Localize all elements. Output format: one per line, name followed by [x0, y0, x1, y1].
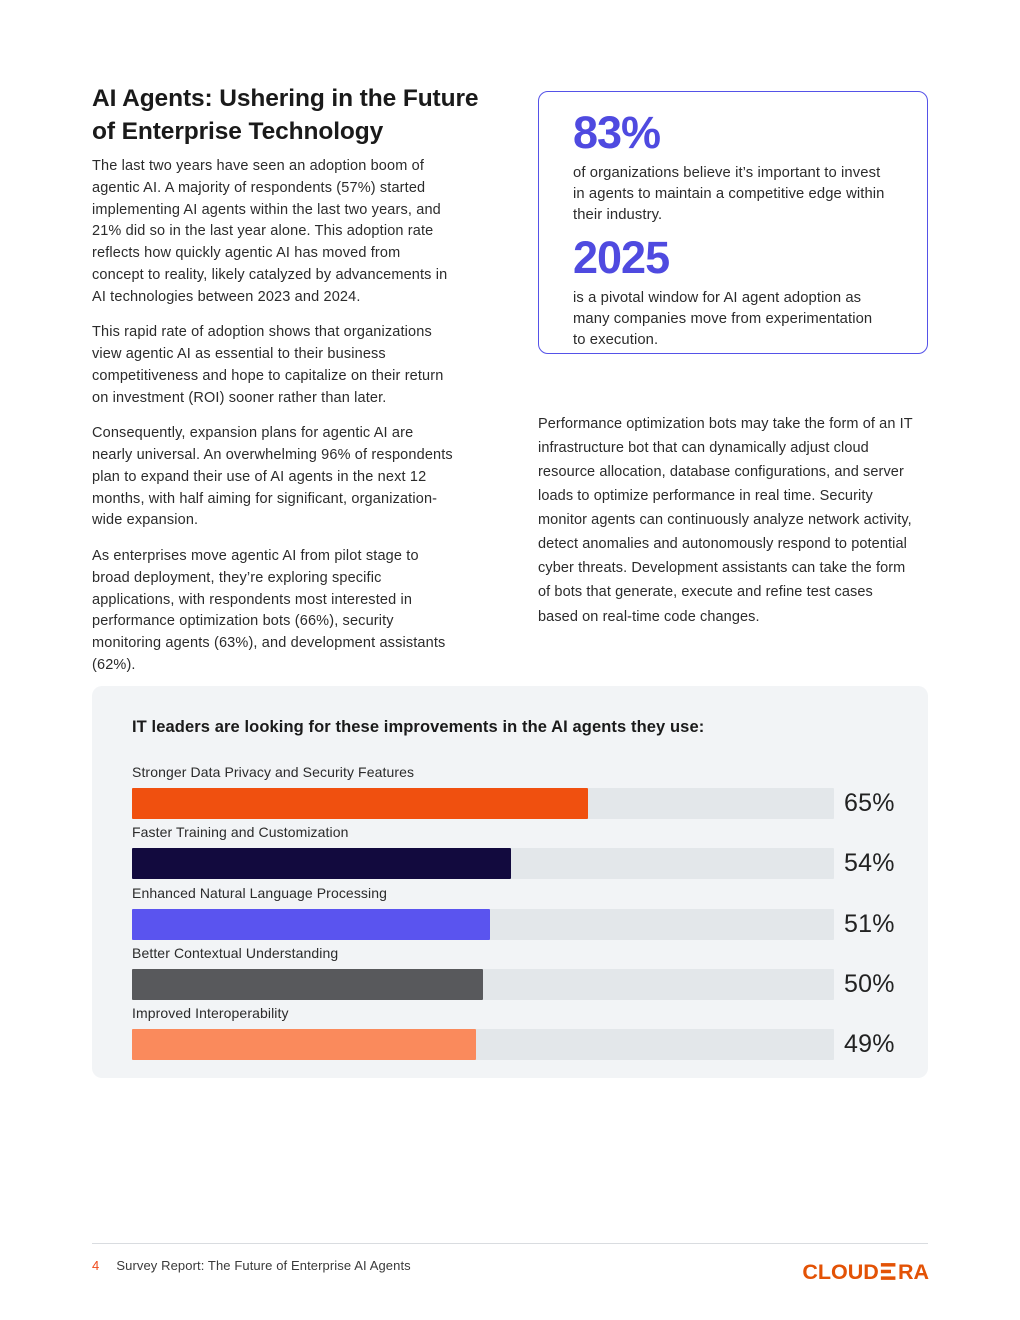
- svg-text:RA: RA: [898, 1260, 929, 1284]
- svg-text:CLOUD: CLOUD: [802, 1260, 879, 1284]
